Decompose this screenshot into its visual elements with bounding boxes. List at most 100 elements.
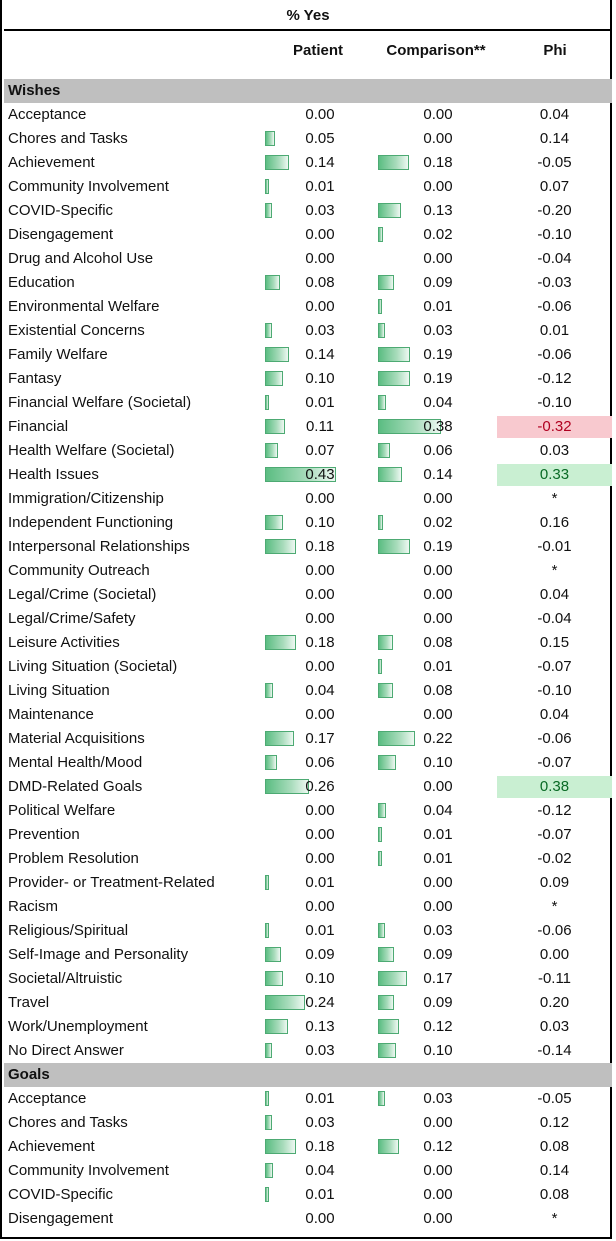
table-row: Immigration/Citizenship 0.00 0.00 * (4, 487, 612, 511)
comparison-bar (378, 923, 385, 938)
phi-value: 0.01 (539, 322, 570, 339)
comparison-value: 0.02 (423, 514, 453, 531)
row-label: Work/Unemployment (8, 1018, 148, 1035)
comparison-bar (378, 995, 394, 1010)
row-label: Political Welfare (8, 802, 116, 819)
patient-value: 0.18 (305, 634, 335, 651)
phi-value: -0.12 (537, 802, 572, 819)
comparison-value: 0.10 (423, 1042, 453, 1059)
row-label: Acceptance (8, 1090, 87, 1107)
phi-value: * (551, 898, 558, 915)
comparison-bar (378, 443, 390, 458)
patient-value: 0.10 (305, 970, 335, 987)
phi-value: 0.04 (539, 706, 570, 723)
table-row: Legal/Crime/Safety 0.00 0.00 -0.04 (4, 607, 612, 631)
table-row: Fantasy 0.10 0.19 -0.12 (4, 367, 612, 391)
comparison-value: 0.12 (423, 1138, 453, 1155)
comparison-value: 0.03 (423, 922, 453, 939)
table-row: Racism 0.00 0.00 * (4, 895, 612, 919)
patient-value: 0.04 (305, 682, 335, 699)
phi-value: 0.15 (539, 634, 570, 651)
row-label: COVID-Specific (8, 202, 114, 219)
patient-value: 0.01 (305, 922, 335, 939)
phi-value: 0.14 (539, 1162, 570, 1179)
table-row: Provider- or Treatment-Related 0.01 0.00 0.… (4, 871, 612, 895)
row-label: Living Situation (8, 682, 110, 699)
comparison-value: 0.19 (423, 538, 453, 555)
comparison-bar (378, 419, 441, 434)
patient-bar (265, 371, 283, 386)
patient-bar (265, 755, 277, 770)
comparison-value: 0.01 (423, 850, 453, 867)
patient-value: 0.09 (305, 946, 335, 963)
row-label: Disengagement (8, 226, 114, 243)
row-label: Societal/Altruistic (8, 970, 123, 987)
table-row: Interpersonal Relationships 0.18 0.19 -0.01 (4, 535, 612, 559)
comparison-value: 0.19 (423, 370, 453, 387)
phi-value: * (551, 562, 558, 579)
comparison-bar (378, 227, 383, 242)
table-row: Material Acquisitions 0.17 0.22 -0.06 (4, 727, 612, 751)
row-label: DMD-Related Goals (8, 778, 143, 795)
patient-value: 0.00 (305, 226, 335, 243)
row-label: Legal/Crime (Societal) (8, 586, 157, 603)
col-header-phi: Phi (543, 42, 567, 59)
row-label: COVID-Specific (8, 1186, 114, 1203)
table-row: DMD-Related Goals 0.26 0.00 0.38 (4, 775, 612, 799)
phi-value: * (551, 1210, 558, 1227)
comparison-value: 0.00 (423, 106, 453, 123)
comparison-value: 0.03 (423, 1090, 453, 1107)
comparison-bar (378, 947, 394, 962)
phi-value: -0.05 (537, 1090, 572, 1107)
table-row: Community Involvement 0.01 0.00 0.07 (4, 175, 612, 199)
row-label: Achievement (8, 154, 95, 171)
patient-value: 0.10 (305, 370, 335, 387)
comparison-value: 0.19 (423, 346, 453, 363)
row-label: Environmental Welfare (8, 298, 160, 315)
phi-value: 0.20 (539, 994, 570, 1011)
row-label: No Direct Answer (8, 1042, 124, 1059)
table-row: Financial Welfare (Societal) 0.01 0.04 -0.1… (4, 391, 612, 415)
patient-value: 0.06 (305, 754, 335, 771)
row-label: Provider- or Treatment-Related (8, 874, 215, 891)
table-row: Problem Resolution 0.00 0.01 -0.02 (4, 847, 612, 871)
row-label: Legal/Crime/Safety (8, 610, 136, 627)
patient-value: 0.00 (305, 610, 335, 627)
patient-bar (265, 467, 336, 482)
patient-bar (265, 203, 272, 218)
row-label: Disengagement (8, 1210, 114, 1227)
phi-value: -0.07 (537, 826, 572, 843)
phi-value: -0.06 (537, 298, 572, 315)
comparison-bar (378, 755, 396, 770)
patient-bar (265, 1187, 269, 1202)
patient-bar (265, 539, 296, 554)
section-title: Wishes (8, 82, 61, 99)
patient-bar (265, 779, 309, 794)
phi-value: -0.10 (537, 226, 572, 243)
table-row: Societal/Altruistic 0.10 0.17 -0.11 (4, 967, 612, 991)
table-row: Health Issues 0.43 0.14 0.33 (4, 463, 612, 487)
table-row: Religious/Spiritual 0.01 0.03 -0.06 (4, 919, 612, 943)
patient-value: 0.10 (305, 514, 335, 531)
comparison-bar (378, 371, 410, 386)
comparison-bar (378, 827, 382, 842)
phi-value: 0.00 (539, 946, 570, 963)
phi-value: -0.03 (537, 274, 572, 291)
comparison-bar (378, 683, 393, 698)
phi-value: 0.03 (539, 442, 570, 459)
patient-bar (265, 395, 269, 410)
patient-bar (265, 947, 281, 962)
phi-value: -0.04 (537, 250, 572, 267)
comparison-value: 0.00 (423, 610, 453, 627)
table-row: Achievement 0.18 0.12 0.08 (4, 1135, 612, 1159)
row-label: Religious/Spiritual (8, 922, 129, 939)
table-row: Achievement 0.14 0.18 -0.05 (4, 151, 612, 175)
table-row: Acceptance 0.01 0.03 -0.05 (4, 1087, 612, 1111)
comparison-value: 0.00 (423, 706, 453, 723)
patient-bar (265, 971, 283, 986)
patient-value: 0.01 (305, 874, 335, 891)
patient-bar (265, 347, 289, 362)
patient-value: 0.08 (305, 274, 335, 291)
row-label: Independent Functioning (8, 514, 174, 531)
phi-value: -0.07 (537, 754, 572, 771)
